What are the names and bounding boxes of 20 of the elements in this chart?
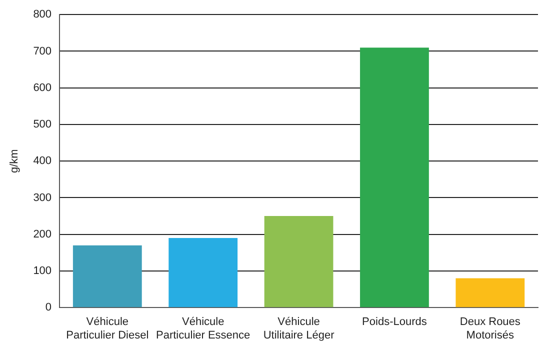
- bar: [168, 238, 238, 308]
- y-tick-label: 600: [33, 82, 52, 94]
- x-tick-label: Poids-Lourds: [362, 316, 428, 328]
- y-tick-label: 300: [33, 192, 52, 204]
- bar: [72, 245, 142, 308]
- y-tick-label: 0: [45, 302, 52, 314]
- y-tick-label: 100: [33, 265, 52, 278]
- y-tick-label: 200: [33, 228, 52, 240]
- bar: [456, 278, 525, 308]
- x-tick-label: Véhicule Particulier Diesel: [66, 316, 149, 342]
- y-tick-label: 400: [33, 155, 52, 168]
- bar: [360, 48, 429, 308]
- x-tick-label: Deux Roues Motorisés: [460, 316, 521, 342]
- y-tick-label: 500: [33, 118, 52, 131]
- bar: [264, 216, 334, 308]
- y-axis-title: g/km: [8, 149, 21, 174]
- y-tick-label: 800: [33, 8, 52, 21]
- y-tick-label: 700: [33, 45, 52, 58]
- x-tick-label: Véhicule Utilitaire Léger: [263, 316, 335, 342]
- x-tick-label: Véhicule Particulier Essence: [156, 316, 250, 342]
